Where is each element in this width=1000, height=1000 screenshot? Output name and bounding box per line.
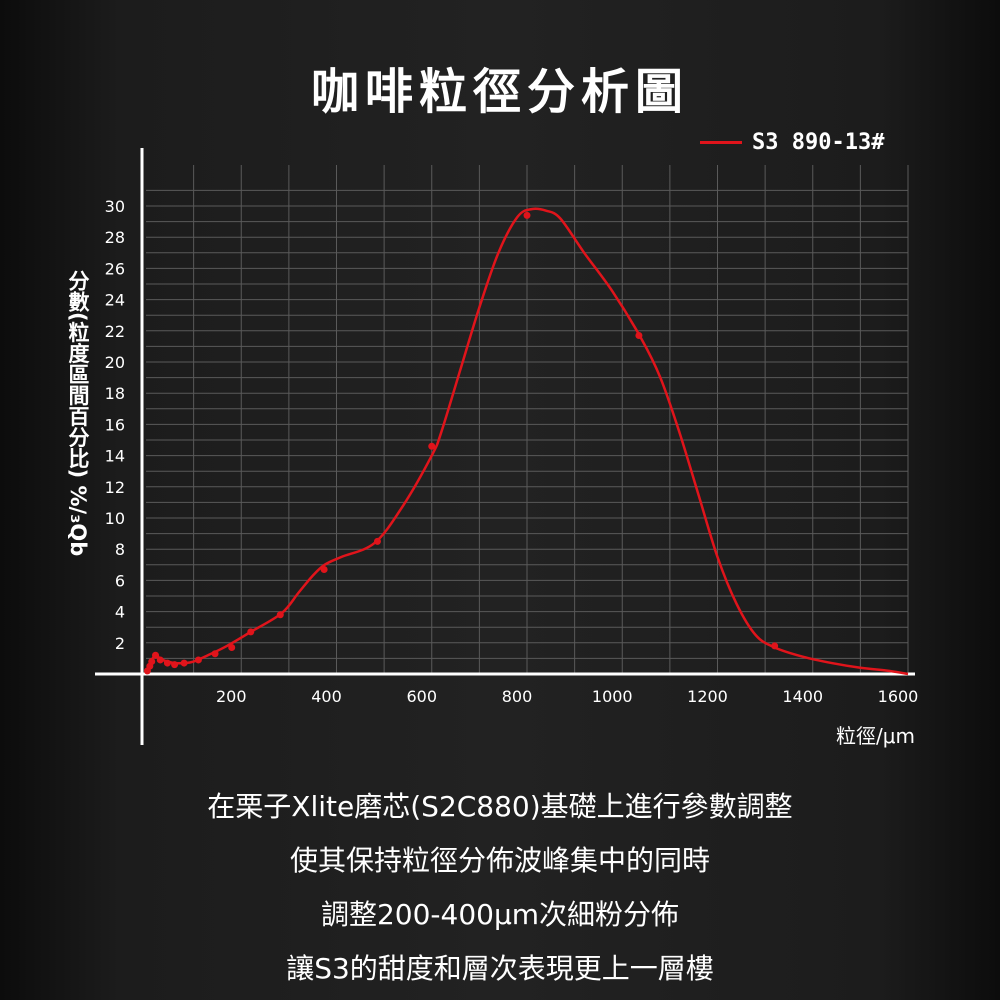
legend-label: S3 890-13# [752, 130, 885, 155]
chart-legend: S3 890-13# [700, 130, 884, 155]
data-point [148, 658, 156, 666]
chart-series [143, 207, 909, 676]
x-tick-label: 1200 [687, 687, 728, 706]
x-tick-label: 1000 [592, 687, 633, 706]
y-tick-label: 24 [105, 291, 125, 310]
x-tick-label: 600 [406, 687, 437, 706]
y-tick-label: 18 [105, 384, 125, 403]
y-tick-label: 16 [105, 415, 125, 434]
y-tick-label: 30 [105, 197, 125, 216]
x-tick-label: 1600 [878, 687, 919, 706]
x-axis-label: 粒徑/μm [836, 724, 915, 748]
caption-line-3: 調整200-400µm次細粉分佈 [320, 898, 680, 931]
x-tick-label: 200 [216, 687, 247, 706]
data-point [373, 537, 381, 545]
y-tick-label: 6 [115, 571, 125, 590]
caption-block: 在栗子Xlite磨芯(S2C880)基礎上進行參數調整 使其保持粒徑分佈波峰集中… [0, 780, 1000, 996]
caption-line-2: 使其保持粒徑分佈波峰集中的同時 [289, 844, 710, 877]
data-point [428, 442, 436, 450]
data-point [152, 651, 160, 659]
data-point [247, 628, 255, 636]
y-tick-label: 22 [105, 322, 125, 341]
data-point [156, 656, 164, 664]
y-axis-label: 分數(粒度區間百分比) %/₃Qb [66, 270, 90, 557]
chart-axes [95, 148, 915, 745]
y-tick-label: 14 [105, 447, 125, 466]
y-tick-label: 20 [105, 353, 125, 372]
caption-line-4: 讓S3的甜度和層次表現更上一層樓 [286, 952, 714, 985]
data-point [771, 642, 779, 650]
y-tick-label: 28 [105, 228, 125, 247]
y-tick-label: 4 [115, 603, 125, 622]
data-point [194, 656, 202, 664]
chart-grid [146, 165, 909, 674]
data-point [228, 643, 236, 651]
data-point [276, 611, 284, 619]
chart-title: 咖啡粒徑分析圖 [310, 64, 689, 120]
data-point [320, 565, 328, 573]
y-tick-label: 26 [105, 259, 125, 278]
y-tick-label: 12 [105, 478, 125, 497]
y-tick-label: 2 [115, 634, 125, 653]
caption-line-1: 在栗子Xlite磨芯(S2C880)基礎上進行參數調整 [207, 790, 793, 823]
x-tick-label: 800 [502, 687, 533, 706]
y-tick-label: 8 [115, 540, 125, 559]
data-point [635, 331, 643, 339]
data-point [171, 661, 179, 669]
legend-swatch [700, 141, 742, 144]
x-tick-label: 400 [311, 687, 342, 706]
data-point [523, 211, 531, 219]
x-tick-label: 1400 [782, 687, 823, 706]
y-tick-label: 10 [105, 509, 125, 528]
data-point [211, 650, 219, 658]
data-point [180, 659, 188, 667]
data-point [163, 659, 171, 667]
